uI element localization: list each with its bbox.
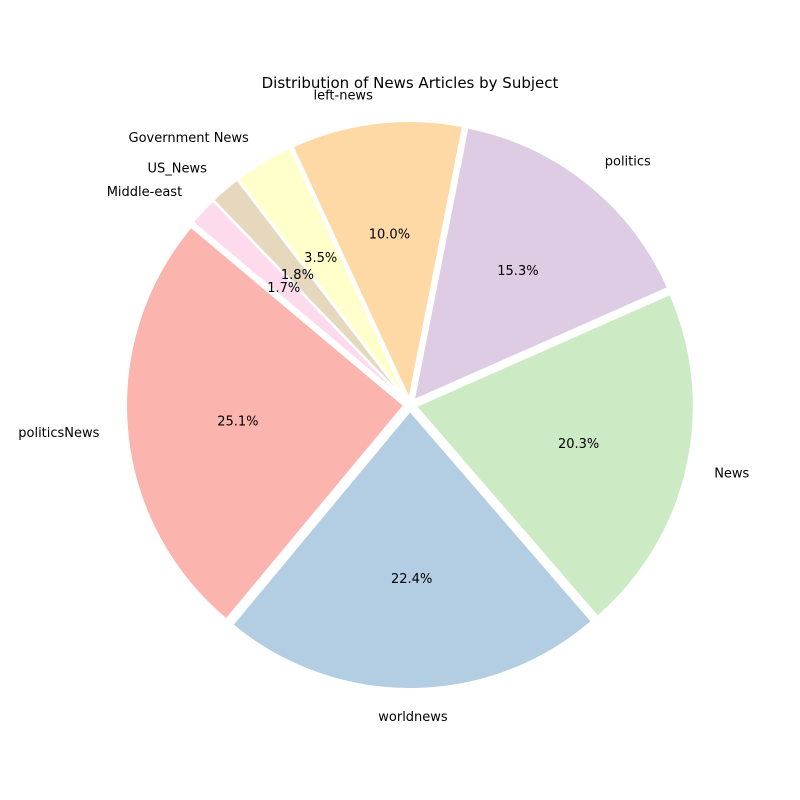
category-label-government-news: Government News [129,131,250,146]
slice-worldnews [230,409,594,690]
pie-slices [125,120,695,690]
slice-politics [412,126,670,403]
percent-label-worldnews: 22.4% [391,572,432,587]
category-label-us-news: US_News [147,161,207,176]
category-label-worldnews: worldnews [378,710,448,725]
percent-label-politicsnews: 25.1% [217,414,258,429]
pie-labels: politicsNews 25.1% worldnews 22.4% News 20.3%… [18,88,749,724]
category-label-news: News [714,466,749,481]
percent-label-news: 20.3% [558,437,599,452]
category-label-politics: politics [605,154,651,169]
percent-label-us-news: 1.8% [281,268,314,283]
percent-label-politics: 15.3% [497,264,538,279]
slice-middle-east [191,199,407,402]
slice-politicsnews [125,225,406,621]
percent-label-middle-east: 1.7% [267,281,300,296]
category-label-politicsnews: politicsNews [18,426,99,441]
category-label-middle-east: Middle-east [107,185,182,200]
slice-government-news [236,146,408,401]
percent-label-left-news: 10.0% [369,227,410,242]
chart-title: Distribution of News Articles by Subject [262,74,559,92]
slice-news [414,292,695,619]
percent-label-government-news: 3.5% [304,251,337,266]
slice-left-news [291,120,465,403]
category-label-left-news: left-news [313,88,373,103]
